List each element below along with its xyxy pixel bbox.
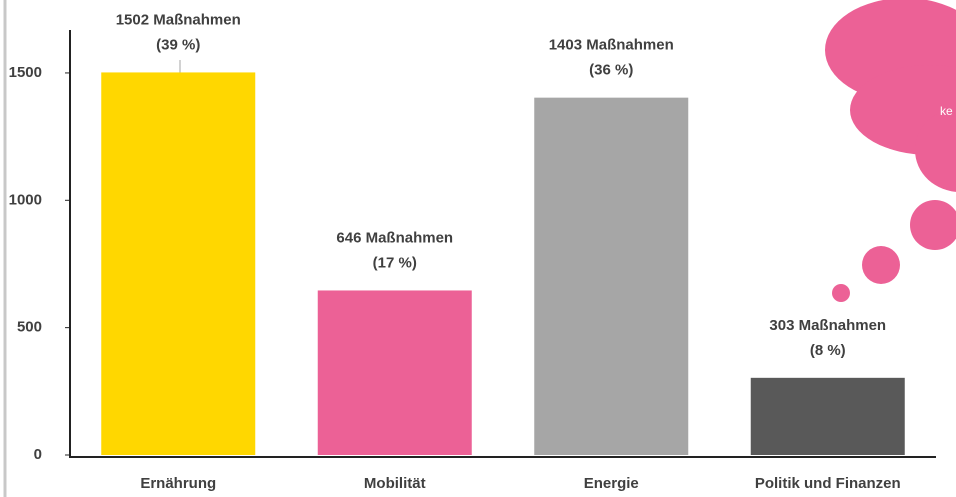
x-tick-label: Ernährung [140,475,216,492]
chart: ke 0 500 1000 1500 Ernährung 1502 Maßnahmen (3… [0,0,956,497]
value-label: 303 Maßnahmen [769,317,886,334]
value-label: 1502 Maßnahmen [116,11,241,28]
x-tick-label: Mobilität [364,475,426,492]
bar [318,290,472,455]
share-label: (17 %) [373,254,417,271]
bar [534,98,688,455]
value-label: 1403 Maßnahmen [549,37,674,54]
bar [101,72,255,455]
page: {"chart_data": {"type": "bar", "categori… [0,0,956,497]
y-tick-label: 0 [34,446,42,463]
value-label: 646 Maßnahmen [336,229,453,246]
bar [751,378,905,455]
share-label: (8 %) [810,342,846,359]
y-tick-label: 500 [17,319,42,336]
x-tick-label: Energie [584,475,639,492]
y-tick-label: 1000 [9,191,42,208]
y-tick-label: 1500 [9,64,42,81]
cloud-text: ke [940,104,953,118]
share-label: (36 %) [589,62,633,79]
share-label: (39 %) [156,36,200,53]
thought-cloud [825,0,956,302]
x-tick-label: Politik und Finanzen [755,475,901,492]
